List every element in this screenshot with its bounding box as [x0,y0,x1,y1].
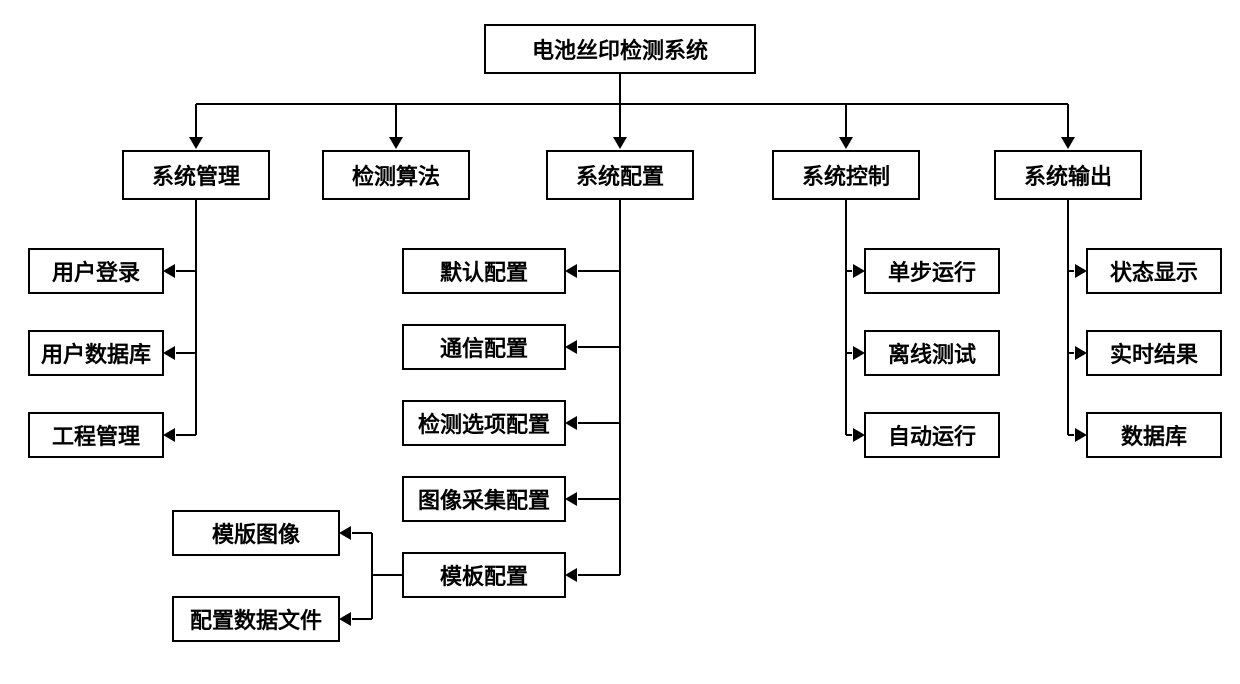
node-root: 电池丝印检测系统 [484,24,756,74]
leaf-default-cfg: 默认配置 [402,248,566,294]
leaf-offline-test: 离线测试 [864,330,1000,376]
leaf-auto-run: 自动运行 [864,412,1000,458]
leaf-proj-mgmt: 工程管理 [28,412,164,458]
node-sys-cfg: 系统配置 [546,150,694,200]
leaf-detect-opt-cfg: 检测选项配置 [402,400,566,446]
leaf-template-cfg: 模板配置 [402,552,566,598]
leaf-step-run: 单步运行 [864,248,1000,294]
leaf-template-image: 模版图像 [172,510,340,556]
node-sys-ctrl: 系统控制 [772,150,920,200]
leaf-user-db: 用户数据库 [28,330,164,376]
leaf-user-login: 用户登录 [28,248,164,294]
node-sys-out: 系统输出 [994,150,1142,200]
node-sys-mgmt: 系统管理 [122,150,270,200]
leaf-database: 数据库 [1086,412,1222,458]
node-det-algo: 检测算法 [322,150,470,200]
leaf-config-data-file: 配置数据文件 [172,596,340,642]
leaf-comm-cfg: 通信配置 [402,324,566,370]
leaf-img-acq-cfg: 图像采集配置 [402,476,566,522]
leaf-status-display: 状态显示 [1086,248,1222,294]
leaf-realtime-result: 实时结果 [1086,330,1222,376]
